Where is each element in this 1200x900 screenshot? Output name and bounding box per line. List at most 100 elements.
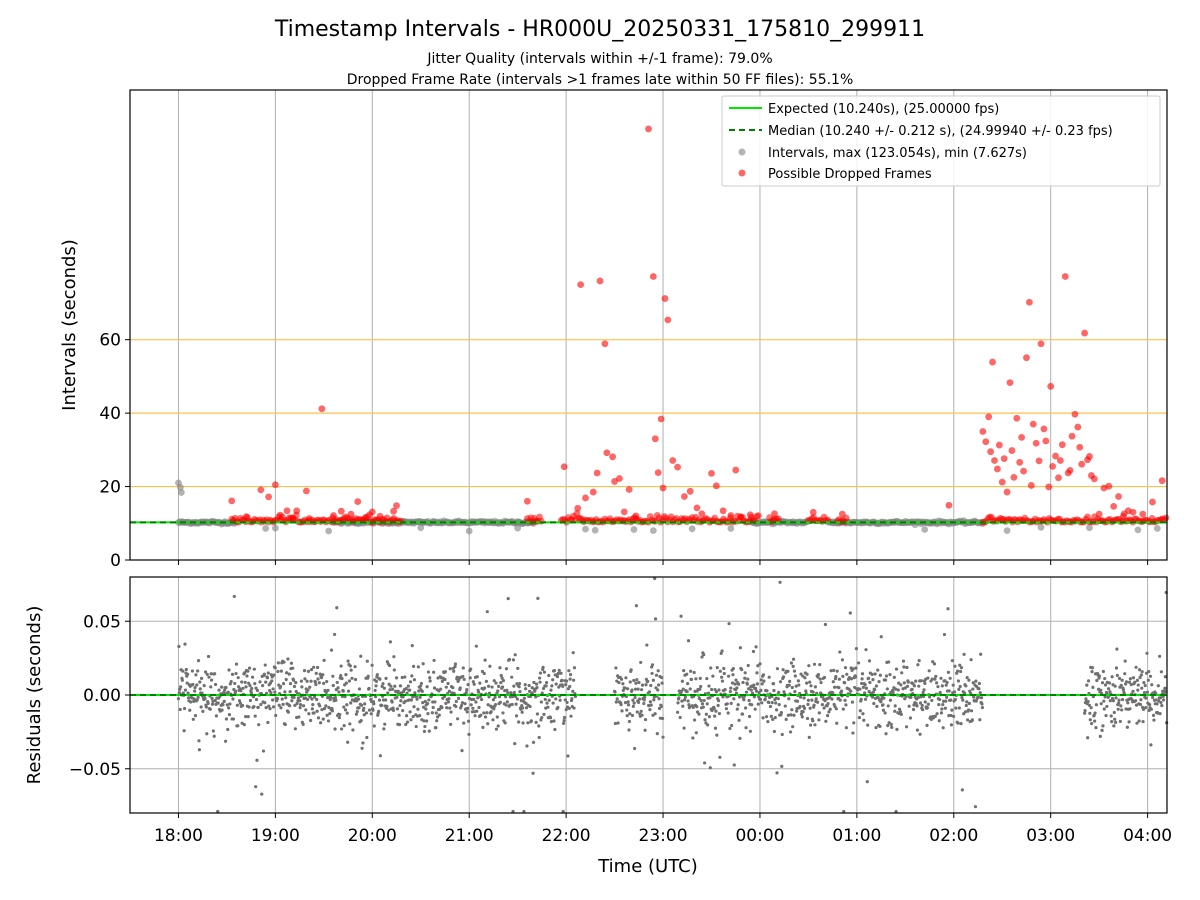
residual-point-45: [196, 695, 200, 700]
residual-point-469: [381, 682, 385, 686]
residual-point-672: [469, 703, 473, 707]
residual-point-690: [477, 705, 481, 710]
residual-point-1186: [746, 663, 750, 668]
residual-point-1200: [752, 695, 756, 699]
residual-point-173: [252, 704, 256, 709]
residual-point-466: [380, 703, 384, 707]
residual-point-1768: [1102, 699, 1106, 703]
residual-point-1836: [1131, 676, 1136, 680]
residual-point-264: [291, 678, 296, 682]
residual-point-1654: [950, 659, 954, 663]
residual-point-400: [351, 728, 355, 732]
intervals-ytick-label-2: 40: [99, 404, 121, 424]
residual-point-316: [314, 671, 318, 675]
residual-point-1156: [733, 682, 737, 686]
residual-point-1098: [708, 696, 712, 700]
residual-point-1767: [1101, 669, 1105, 674]
residual-point-421: [360, 746, 364, 750]
residual-point-419: [359, 719, 363, 723]
residual-point-1108: [712, 707, 716, 711]
residual-point-1142: [727, 622, 731, 626]
residual-point-1787: [1110, 675, 1114, 679]
residual-point-1828: [1128, 707, 1132, 711]
dropped-frame-point-56: [737, 513, 744, 521]
residual-point-1024: [675, 710, 680, 714]
residual-point-884: [562, 721, 566, 725]
residual-point-1650: [948, 698, 953, 702]
dropped-frame-point-67: [991, 457, 998, 464]
residual-point-1345: [815, 700, 820, 704]
residual-point-52: [199, 705, 203, 709]
residual-point-1842: [1134, 665, 1138, 669]
residual-point-1334: [811, 719, 815, 723]
residual-point-1280: [787, 683, 791, 687]
residual-point-1213: [758, 662, 762, 666]
residual-point-743: [500, 676, 504, 680]
residual-point-1649: [948, 676, 952, 680]
residual-point-1797: [1114, 666, 1119, 670]
residual-point-68: [206, 701, 210, 706]
residual-point-1491: [879, 635, 883, 639]
dropped-frame-point-27: [593, 469, 601, 477]
residual-point-1368: [826, 714, 830, 718]
residual-point-1637: [943, 679, 947, 683]
residual-point-164: [248, 683, 252, 688]
residual-point-1708: [974, 679, 978, 683]
residual-point-1083: [701, 705, 705, 709]
residual-point-1577: [917, 684, 921, 688]
residual-point-860: [551, 701, 555, 705]
residual-point-374: [339, 727, 344, 731]
xtick-label-6: 00:00: [735, 826, 784, 846]
interval-outlier-16: [1003, 527, 1011, 535]
residual-point-741: [499, 673, 503, 678]
residual-point-1005: [653, 712, 657, 716]
residual-point-605: [440, 705, 444, 710]
residual-point-558: [419, 681, 424, 686]
residual-point-546: [414, 724, 418, 729]
residual-point-1145: [728, 689, 732, 694]
residual-point-1039: [682, 726, 686, 730]
residual-point-1441: [857, 715, 862, 720]
residual-point-1575: [916, 663, 920, 667]
residual-point-1113: [714, 690, 718, 694]
residual-point-883: [561, 809, 565, 814]
residual-point-612: [443, 677, 447, 682]
residual-point-1260: [778, 680, 783, 684]
residual-point-1725: [1083, 709, 1087, 713]
residual-point-538: [411, 695, 415, 699]
residual-point-1278: [786, 713, 790, 717]
residual-point-754: [505, 688, 509, 692]
dropped-frame-point-61: [945, 501, 953, 509]
residual-point-502: [395, 707, 399, 711]
residual-point-1081: [700, 702, 705, 706]
dropped-frame-point-29: [601, 340, 609, 348]
residual-point-528: [406, 684, 410, 688]
legend-dropped-swatch: [738, 169, 746, 177]
residual-point-1013: [657, 683, 661, 687]
residual-point-1163: [736, 703, 740, 707]
residual-point-572: [425, 702, 430, 706]
residual-point-1369: [826, 701, 830, 706]
residual-point-1111: [713, 726, 718, 730]
residual-point-1252: [775, 771, 779, 775]
residual-point-1455: [863, 697, 868, 701]
residual-point-1287: [790, 685, 794, 690]
residual-point-1535: [898, 710, 903, 714]
residual-point-1262: [779, 711, 783, 715]
residual-point-1502: [884, 732, 888, 736]
residual-point-1653: [950, 708, 954, 712]
dropped-frame-point-57: [746, 511, 754, 519]
residual-point-1191: [748, 729, 753, 733]
residual-point-453: [374, 684, 378, 688]
residual-point-856: [549, 720, 553, 724]
residual-point-1281: [788, 679, 792, 683]
residual-point-689: [476, 690, 481, 694]
residual-point-756: [506, 691, 510, 695]
residual-point-392: [347, 679, 352, 683]
interval-outlier-5: [325, 527, 333, 535]
chart-title: Timestamp Intervals - HR000U_20250331_17…: [274, 17, 925, 42]
residual-point-1215: [759, 688, 763, 692]
residual-point-1721: [979, 696, 984, 700]
residual-point-478: [385, 704, 389, 708]
residual-point-994: [648, 700, 652, 704]
